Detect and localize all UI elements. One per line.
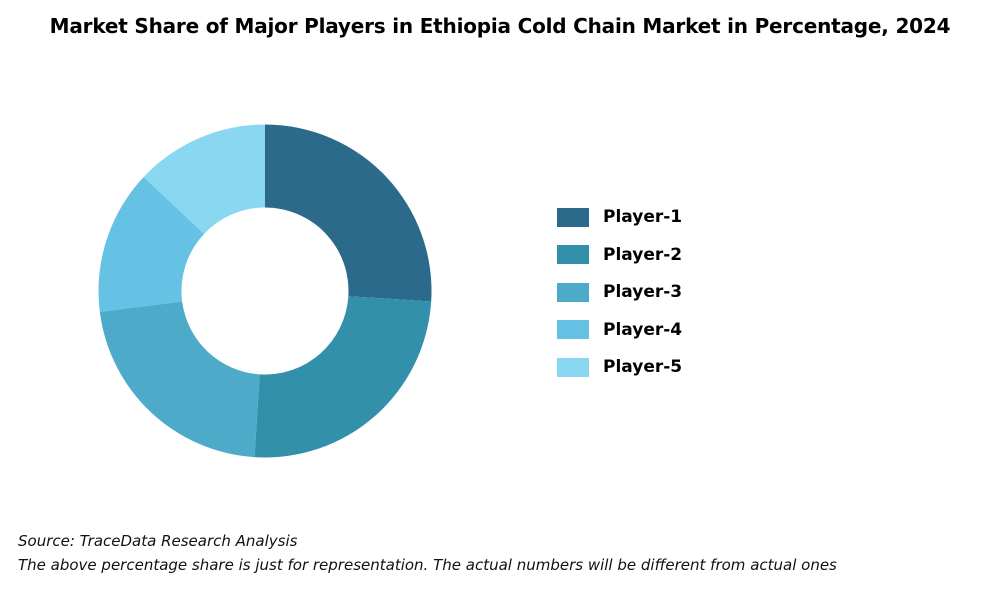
legend-label: Player-2 [603, 244, 683, 265]
legend-label: Player-3 [603, 282, 683, 302]
donut-slices [98, 124, 432, 458]
legend-item-player-4: Player-4 [557, 319, 682, 341]
donut-slice-player-2 [254, 296, 432, 458]
donut-slice-player-5 [143, 124, 265, 234]
legend-swatch [557, 320, 589, 339]
donut-slice-player-4 [98, 177, 205, 312]
legend-swatch [557, 282, 589, 302]
source-text: Source: TraceData Research Analysis [18, 532, 298, 550]
legend-item-player-5: Player-5 [557, 356, 682, 378]
source-note: Source: TraceData Research Analysis The … [18, 529, 837, 577]
legend-label: Player-4 [603, 319, 683, 340]
legend-item-player-3: Player-3 [557, 281, 682, 303]
legend-swatch [557, 207, 589, 227]
legend-label: Player-1 [603, 207, 683, 227]
legend-item-player-1: Player-1 [557, 206, 682, 228]
donut-slice-player-3 [99, 301, 260, 458]
legend-swatch [557, 245, 589, 264]
legend: Player-1 Player-2 Player-3 Player-4 Play… [557, 206, 682, 394]
legend-item-player-2: Player-2 [557, 244, 682, 266]
chart-title: Market Share of Major Players in Ethiopi… [49, 14, 951, 38]
disclaimer-text: The above percentage share is just for r… [18, 556, 837, 574]
donut-slice-player-1 [265, 124, 432, 302]
legend-swatch [557, 357, 589, 377]
legend-label: Player-5 [603, 357, 683, 377]
